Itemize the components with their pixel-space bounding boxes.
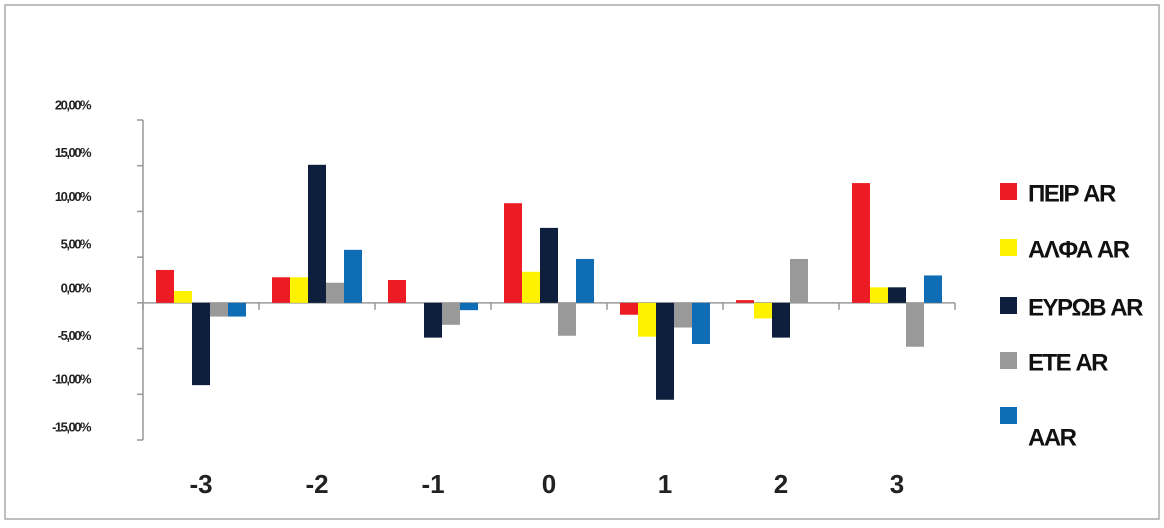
bar	[558, 302, 576, 336]
bar	[736, 300, 754, 303]
bar	[924, 275, 942, 303]
bar	[504, 203, 522, 303]
bar	[308, 164, 326, 303]
y-tick-label: 15,00%	[55, 145, 92, 160]
y-tick-label: -15,00%	[52, 419, 92, 434]
legend-label: ΠΕΙΡ AR	[1028, 180, 1116, 207]
bar	[790, 258, 808, 303]
y-tick-label: -5,00%	[58, 328, 92, 343]
y-tick-label: 20,00%	[55, 97, 92, 112]
x-tick-label: 2	[774, 469, 788, 499]
bar	[424, 302, 442, 338]
bar	[228, 302, 246, 317]
bar	[460, 302, 478, 311]
bar	[344, 249, 362, 303]
bar	[674, 302, 692, 328]
legend-swatch	[1000, 239, 1017, 256]
bar	[540, 227, 558, 303]
legend-label: ΑΛΦΑ AR	[1028, 236, 1130, 263]
bar	[754, 302, 772, 319]
x-tick-label: 1	[658, 469, 672, 499]
bar	[620, 302, 638, 315]
bar	[888, 287, 906, 303]
x-tick-label: -2	[305, 469, 328, 499]
y-tick-label: -10,00%	[52, 372, 92, 387]
bar	[442, 302, 460, 325]
bar	[192, 302, 210, 386]
legend-label: ΕΤΕ AR	[1028, 349, 1108, 376]
x-tick-label: -1	[421, 469, 444, 499]
legend-swatch	[1000, 407, 1017, 424]
bar	[210, 302, 228, 317]
bar	[656, 302, 674, 400]
legend-swatch	[1000, 297, 1017, 314]
bar	[638, 302, 656, 337]
y-tick-label: 0,00%	[61, 280, 92, 295]
bar	[906, 302, 924, 347]
x-tick-label: -3	[189, 469, 212, 499]
bar	[772, 302, 790, 338]
bar	[272, 277, 290, 303]
x-tick-label: 3	[890, 469, 904, 499]
x-tick-label: 0	[542, 469, 556, 499]
legend-swatch	[1000, 352, 1017, 369]
legend-label: AAR	[1028, 424, 1077, 451]
y-tick-label: 10,00%	[55, 189, 92, 204]
bar	[576, 258, 594, 303]
legend-label: ΕΥΡΩΒ AR	[1028, 294, 1143, 321]
bar	[156, 269, 174, 303]
bar	[692, 302, 710, 344]
bar	[290, 277, 308, 303]
bar	[388, 280, 406, 303]
bar	[870, 287, 888, 303]
bar	[522, 271, 540, 303]
y-tick-label: 5,00%	[61, 237, 92, 252]
bar	[326, 282, 344, 303]
bar	[852, 183, 870, 303]
legend-swatch	[1000, 183, 1017, 200]
bar	[174, 290, 192, 303]
